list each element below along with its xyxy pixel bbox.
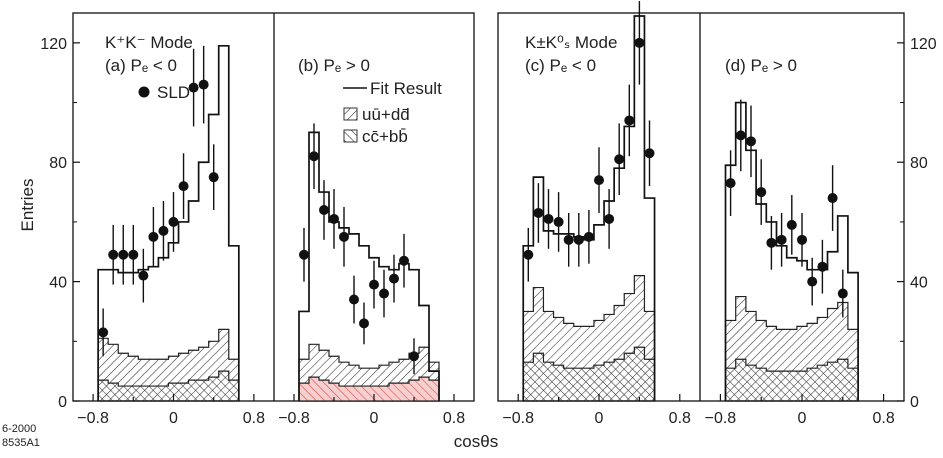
panel-3-point-11 [634,38,644,48]
panel-3-xtick-label-0: −0.8 [502,410,534,427]
left-ytick-label-2: 80 [49,155,67,172]
panel-2-point-6 [359,318,369,328]
panel-1-point-9 [189,83,199,93]
panel-1-point-4 [138,271,148,281]
panel-1-point-7 [169,217,179,227]
left-ytick-label-0: 0 [58,394,67,411]
panel-c-pe-label: (c) Pₑ < 0 [525,56,596,75]
panel-d-pe-label: (d) Pₑ > 0 [725,56,797,75]
panel-4-point-9 [817,262,827,272]
panel-4-point-0 [726,178,736,188]
panel-3-point-12 [645,148,655,158]
panel-2-point-4 [339,232,349,242]
panel-4-point-11 [838,289,848,299]
panel-2-xtick-label-0: −0.8 [278,410,310,427]
panel-4-xtick-label-0: −0.8 [705,410,737,427]
legend-sld-marker [139,87,150,98]
right-ytick-label-1: 40 [910,275,928,292]
panel-2-point-7 [369,280,379,290]
panel-a-mode-label: K⁺K⁻ Mode [105,33,193,52]
panel-1-xtick-label-0: −0.8 [77,410,109,427]
panel-3-xtick-label-1: 0 [595,410,604,427]
panel-4-xtick-label-1: 0 [798,410,807,427]
right-ytick-label-0: 0 [910,394,919,411]
panel-2-point-10 [399,256,409,266]
panel-b-pe-label: (b) Pₑ > 0 [298,56,370,75]
panel-2-point-8 [379,289,389,299]
panel-2-point-0 [299,250,309,260]
left-ytick-label-1: 40 [49,275,67,292]
panel-1-point-8 [179,181,189,191]
panel-3-point-6 [584,232,594,242]
legend-uds-swatch [344,108,357,120]
panel-4-point-3 [756,187,766,197]
panel-4-xtick-label-2: 0.8 [872,410,894,427]
panel-2-xtick-label-2: 0.8 [443,410,465,427]
panel-2-xtick-label-1: 0 [370,410,379,427]
panel-4-point-10 [828,193,838,203]
panel-1-point-3 [128,250,138,260]
corner-id-2: 8535A1 [2,437,40,449]
y-axis-label: Entries [18,179,37,232]
legend-sld-label: SLD [157,83,190,102]
legend-cb-label: cc̄+bb̄ [362,127,408,146]
panel-1-point-6 [158,226,168,236]
panel-3-point-10 [624,115,634,125]
panel-3-point-7 [594,175,604,185]
legend-fit-label: Fit Result [370,79,442,98]
x-axis-label: cosθs [454,432,498,451]
panel-4-point-7 [797,235,807,245]
panel-3-point-4 [564,235,574,245]
left-ytick-label-3: 120 [40,36,67,53]
panel-1-point-10 [199,80,209,90]
panel-2-point-9 [389,274,399,284]
panel-2-point-2 [319,205,329,215]
panel-2-point-5 [349,295,359,305]
panel-3-point-2 [544,214,554,224]
panel-4-point-2 [746,136,756,146]
panel-1-point-0 [98,327,108,337]
panel-1-point-1 [108,250,118,260]
panel-3-point-8 [604,214,614,224]
panel-2-point-11 [409,351,419,361]
right-ytick-label-3: 120 [910,36,937,53]
panel-4-point-5 [777,235,787,245]
panel-c-mode-label: K±K⁰ₛ Mode [525,33,617,52]
legend: SLD Fit Result uū+dd̄ cc̄+bb̄ [139,79,443,146]
panel-a-pe-label: (a) Pₑ < 0 [105,56,177,75]
legend-cb-swatch [344,130,357,142]
panel-3-point-0 [523,250,533,260]
panel-4-point-1 [736,130,746,140]
corner-id-1: 6-2000 [2,423,36,435]
panel-3-point-3 [554,217,564,227]
panel-4-point-6 [787,220,797,230]
panel-1-point-11 [209,172,219,182]
panel-1-xtick-label-2: 0.8 [243,410,265,427]
legend-uds-label: uū+dd̄ [362,105,410,124]
panel-1-point-2 [118,250,128,260]
panel-3-xtick-label-2: 0.8 [669,410,691,427]
panel-3-point-5 [574,235,584,245]
right-ytick-label-2: 80 [910,155,928,172]
panel-2-point-1 [309,151,319,161]
panel-1-point-5 [148,232,158,242]
panel-1-xtick-label-1: 0 [169,410,178,427]
panel-4-point-4 [766,238,776,248]
panel-3-point-1 [533,208,543,218]
panel-3-point-9 [614,154,624,164]
panel-4-point-8 [807,277,817,287]
panel-2-point-3 [329,214,339,224]
